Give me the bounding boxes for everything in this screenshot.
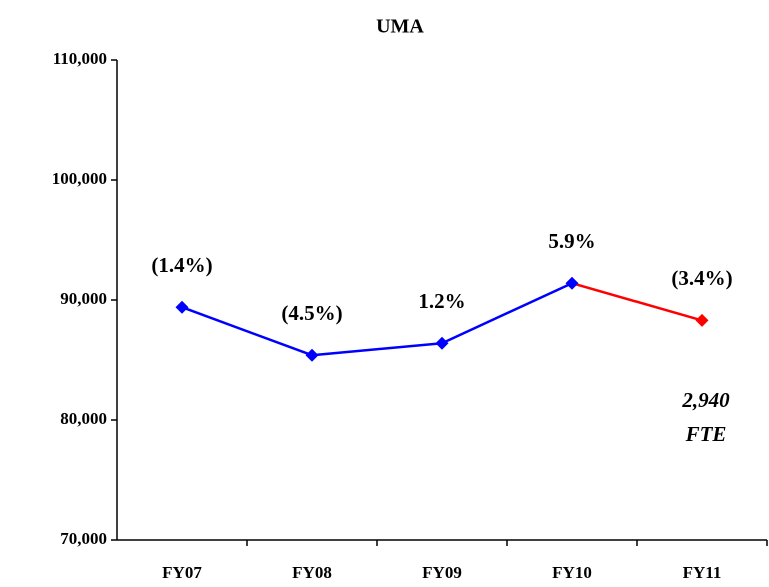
y-tick-label: 80,000 — [60, 409, 107, 428]
marker — [175, 300, 189, 314]
x-tick-label: FY11 — [683, 563, 722, 582]
line-segment — [311, 341, 443, 357]
y-tick-label: 100,000 — [52, 169, 107, 188]
line-segment — [441, 282, 573, 345]
change-label: 1.2% — [418, 289, 465, 313]
line-segment — [181, 306, 313, 357]
y-tick-label: 70,000 — [60, 529, 107, 548]
marker — [435, 336, 449, 350]
marker — [695, 313, 709, 327]
x-tick-label: FY08 — [292, 563, 332, 582]
line-segment — [571, 281, 703, 322]
change-label: (1.4%) — [151, 253, 212, 277]
x-tick-label: FY10 — [552, 563, 592, 582]
x-tick-label: FY09 — [422, 563, 462, 582]
change-label: (4.5%) — [281, 301, 342, 325]
y-tick-label: 110,000 — [53, 49, 107, 68]
change-label: (3.4%) — [671, 266, 732, 290]
annotation: 2,940 — [681, 388, 730, 412]
marker — [305, 348, 319, 362]
x-tick-label: FY07 — [162, 563, 202, 582]
annotation: FTE — [685, 422, 727, 446]
chart-title: UMA — [376, 16, 424, 38]
marker — [565, 276, 579, 290]
y-tick-label: 90,000 — [60, 289, 107, 308]
change-label: 5.9% — [548, 229, 595, 253]
